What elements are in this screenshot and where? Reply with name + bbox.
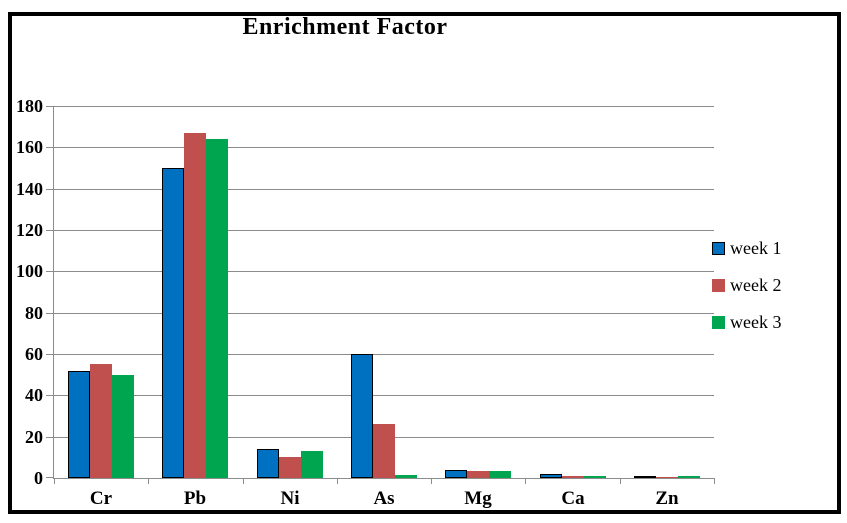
bar-ni-week-2 bbox=[279, 457, 301, 478]
bar-cr-week-3 bbox=[112, 375, 134, 478]
bar-ni-week-1 bbox=[257, 449, 279, 478]
gridline-80 bbox=[54, 312, 714, 314]
y-axis-tick-80 bbox=[46, 312, 54, 314]
x-axis-tick-7 bbox=[714, 478, 715, 484]
y-axis-tick-60 bbox=[46, 354, 54, 355]
legend-marker-week-1-icon bbox=[712, 241, 725, 255]
y-axis-tick-label-60: 60 bbox=[25, 344, 43, 364]
chart-frame bbox=[8, 12, 841, 514]
legend-item-week-2: week 2 bbox=[712, 275, 781, 295]
bar-ca-week-2 bbox=[562, 476, 584, 478]
x-axis-category-label-cr: Cr bbox=[89, 488, 113, 509]
bar-zn-week-3 bbox=[678, 476, 700, 478]
bar-mg-week-3 bbox=[489, 471, 511, 478]
legend: week 1 week 2 week 3 bbox=[712, 238, 781, 349]
y-axis-tick-100 bbox=[46, 271, 54, 273]
gridline-60 bbox=[54, 354, 714, 355]
plot-area: 0 20 40 60 80 100 120 140 160 180 Cr Pb Ni As Mg Ca Zn bbox=[16, 97, 715, 509]
bar-ca-week-1 bbox=[540, 474, 562, 478]
legend-label-week-2: week 2 bbox=[730, 274, 782, 295]
y-axis-tick-label-180: 180 bbox=[16, 96, 43, 116]
x-axis-tick-3 bbox=[337, 478, 338, 484]
x-axis-tick-4 bbox=[431, 478, 432, 484]
x-axis-tick-5 bbox=[525, 478, 526, 484]
x-axis-tick-6 bbox=[620, 478, 621, 484]
x-axis-category-label-mg: Mg bbox=[464, 488, 492, 509]
y-axis-tick-0 bbox=[46, 477, 54, 478]
y-axis-tick-label-100: 100 bbox=[16, 261, 43, 282]
legend-item-week-3: week 3 bbox=[712, 312, 781, 332]
bar-pb-week-3 bbox=[206, 139, 228, 478]
bar-zn-week-1 bbox=[634, 476, 656, 478]
gridline-40 bbox=[54, 395, 714, 397]
gridline-100 bbox=[54, 271, 714, 273]
y-axis-tick-40 bbox=[46, 395, 54, 397]
y-axis-tick-label-120: 120 bbox=[16, 220, 43, 240]
y-axis-tick-160 bbox=[46, 147, 54, 149]
bar-mg-week-2 bbox=[467, 471, 489, 478]
bar-as-week-1 bbox=[351, 354, 373, 478]
legend-item-week-1: week 1 bbox=[712, 238, 781, 258]
y-axis-tick-label-0: 0 bbox=[34, 468, 43, 488]
bar-pb-week-1 bbox=[162, 168, 184, 478]
y-axis-tick-label-160: 160 bbox=[16, 137, 43, 158]
y-axis-tick-20 bbox=[46, 436, 54, 438]
bar-ni-week-3 bbox=[301, 451, 323, 478]
bar-ca-week-3 bbox=[584, 476, 606, 478]
x-axis-tick-1 bbox=[148, 478, 149, 484]
legend-label-week-3: week 3 bbox=[730, 311, 782, 332]
y-axis-tick-120 bbox=[46, 230, 54, 231]
bar-mg-week-1 bbox=[445, 470, 467, 478]
y-axis-tick-label-80: 80 bbox=[25, 302, 43, 323]
bar-as-week-3 bbox=[395, 475, 417, 478]
x-axis-category-label-zn: Zn bbox=[655, 488, 679, 509]
x-axis-tick-2 bbox=[243, 478, 244, 484]
y-axis-tick-label-20: 20 bbox=[25, 426, 43, 447]
y-axis-tick-180 bbox=[46, 106, 54, 107]
bar-as-week-2 bbox=[373, 424, 395, 478]
x-axis-category-label-pb: Pb bbox=[183, 488, 207, 509]
y-axis-tick-140 bbox=[46, 188, 54, 190]
gridline-160 bbox=[54, 147, 714, 149]
gridline-120 bbox=[54, 230, 714, 231]
y-axis-tick-label-40: 40 bbox=[25, 385, 43, 406]
legend-label-week-1: week 1 bbox=[730, 237, 782, 258]
y-axis-tick-label-140: 140 bbox=[16, 178, 43, 199]
x-axis-category-label-as: As bbox=[373, 488, 395, 509]
legend-marker-week-2-icon bbox=[712, 278, 725, 292]
x-axis-category-label-ni: Ni bbox=[280, 488, 300, 509]
x-axis-tick-0 bbox=[54, 478, 55, 484]
x-axis-category-label-ca: Ca bbox=[561, 488, 585, 509]
bar-pb-week-2 bbox=[184, 133, 206, 478]
gridline-180 bbox=[54, 106, 714, 107]
bar-zn-week-2 bbox=[656, 477, 678, 478]
chart-title: Enrichment Factor bbox=[242, 14, 448, 40]
bar-cr-week-2 bbox=[90, 364, 112, 478]
legend-marker-week-3-icon bbox=[712, 315, 725, 329]
gridline-140 bbox=[54, 188, 714, 190]
bar-cr-week-1 bbox=[68, 371, 90, 478]
